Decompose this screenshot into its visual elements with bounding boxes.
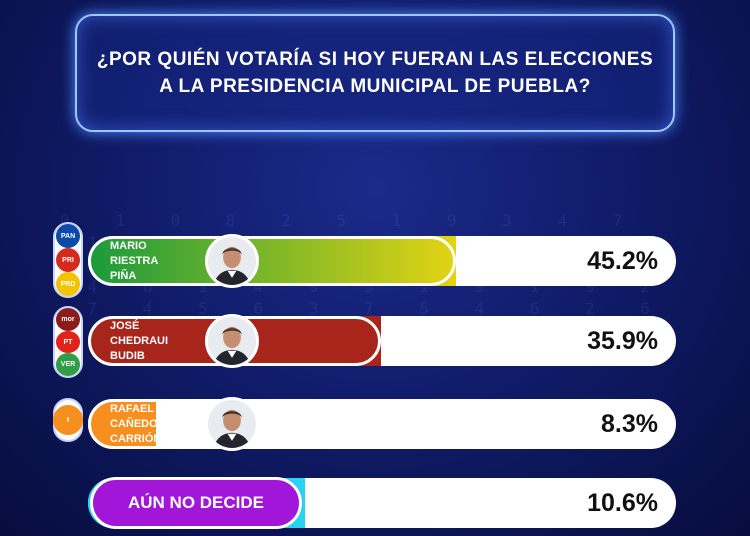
candidate-name-line: MARIO	[110, 240, 147, 252]
bar-track	[88, 236, 676, 286]
question-box: ¿POR QUIÉN VOTARÍA SI HOY FUERAN LAS ELE…	[75, 14, 675, 132]
movimiento-ciudadano-logo-icon: ⟫	[53, 405, 83, 435]
candidate-photo	[205, 314, 259, 368]
question-line-2: A LA PRESIDENCIA MUNICIPAL DE PUEBLA?	[159, 76, 591, 97]
poll-question: ¿POR QUIÉN VOTARÍA SI HOY FUERAN LAS ELE…	[95, 46, 655, 100]
verde-logo-icon: VER	[56, 353, 80, 377]
party-logos: mor PT VER	[53, 306, 83, 378]
bar-fill	[88, 236, 456, 286]
morena-logo-icon: mor	[56, 308, 80, 331]
candidate-name: JOSÉ CHEDRAUI BUDIB	[110, 319, 200, 364]
undecided-pill: AÚN NO DECIDE	[90, 477, 302, 529]
pt-logo-icon: PT	[56, 330, 80, 354]
candidate-name: RAFAEL CAÑEDO CARRIÓN	[110, 402, 200, 447]
percent-label: 35.9%	[587, 327, 658, 355]
candidate-name-line: CAÑEDO	[110, 418, 158, 430]
candidate-name-line: RIESTRA	[110, 255, 159, 267]
prd-logo-icon: PRD	[56, 272, 80, 296]
candidate-pill	[88, 399, 268, 449]
question-line-1: ¿POR QUIÉN VOTARÍA SI HOY FUERAN LAS ELE…	[96, 49, 654, 70]
percent-label: 45.2%	[587, 247, 658, 275]
pan-logo-icon: PAN	[56, 224, 80, 248]
percent-label: 8.3%	[601, 410, 658, 438]
candidate-photo	[205, 397, 259, 451]
candidate-pill	[88, 236, 456, 286]
percent-label: 10.6%	[587, 489, 658, 517]
candidate-name-line: RAFAEL	[110, 403, 154, 415]
candidate-name-line: JOSÉ	[110, 320, 140, 332]
candidate-name-line: PIÑA	[110, 270, 137, 282]
candidate-name-line: CARRIÓN	[110, 433, 162, 445]
candidate-name: MARIO RIESTRA PIÑA	[110, 239, 200, 284]
party-logos: ⟫	[53, 398, 83, 442]
pri-logo-icon: PRI	[56, 248, 80, 272]
party-logos: PAN PRI PRD	[53, 222, 83, 298]
candidate-photo	[205, 234, 259, 288]
candidate-name-line: BUDIB	[110, 350, 145, 362]
candidate-name-line: CHEDRAUI	[110, 335, 169, 347]
